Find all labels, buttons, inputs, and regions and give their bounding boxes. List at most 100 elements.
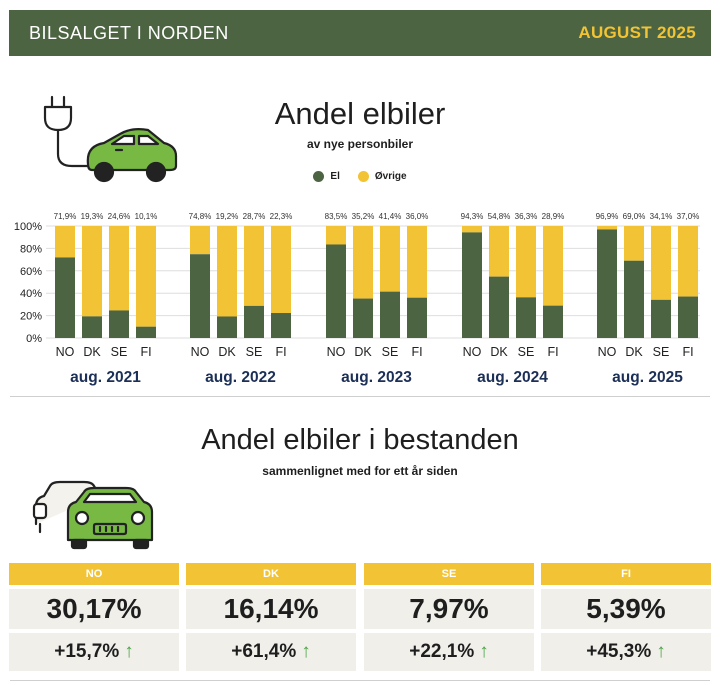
card-change: +61,4% ↑ xyxy=(186,633,356,671)
legend-label-ovrige: Øvrige xyxy=(374,171,407,182)
x-tick-label: NO xyxy=(56,345,75,359)
bar-ovrige xyxy=(380,226,400,292)
data-label: 10,1% xyxy=(135,212,158,221)
x-tick-label: NO xyxy=(327,345,346,359)
bar-ovrige xyxy=(109,226,129,311)
x-tick-label: SE xyxy=(111,345,128,359)
y-tick-label: 20% xyxy=(20,311,42,323)
stock-title: Andel elbiler i bestanden xyxy=(201,424,519,456)
bar-el xyxy=(326,244,346,338)
legend-swatch-ovrige xyxy=(357,171,369,182)
stock-card-no: NO 30,17% +15,7% ↑ xyxy=(9,563,179,671)
card-country-label: DK xyxy=(186,563,356,585)
bar-el xyxy=(353,298,373,338)
bar-el xyxy=(55,257,75,338)
bar-ovrige xyxy=(489,226,509,277)
stock-card-fi: FI 5,39% +45,3% ↑ xyxy=(541,563,711,671)
arrow-up-icon: ↑ xyxy=(301,641,311,662)
bar-el xyxy=(624,260,644,338)
bar-ovrige xyxy=(597,226,617,230)
data-label: 19,3% xyxy=(81,212,104,221)
group-label: aug. 2021 xyxy=(70,369,141,386)
chart-subtitle: av nye personbiler xyxy=(306,137,414,151)
data-label: 34,1% xyxy=(650,212,673,221)
x-tick-label: FI xyxy=(411,345,422,359)
bar-el xyxy=(271,313,291,338)
card-country-label: FI xyxy=(541,563,711,585)
x-tick-label: SE xyxy=(246,345,263,359)
data-label: 24,6% xyxy=(108,212,131,221)
y-tick-label: 0% xyxy=(26,333,42,345)
chart-title: Andel elbiler xyxy=(274,96,446,131)
bar-ovrige xyxy=(516,226,536,298)
header-month: AUGUST 2025 xyxy=(578,23,696,42)
x-tick-label: DK xyxy=(354,345,372,359)
stock-card-dk: DK 16,14% +61,4% ↑ xyxy=(186,563,356,671)
bar-el xyxy=(516,297,536,338)
data-label: 22,3% xyxy=(270,212,293,221)
data-label: 69,0% xyxy=(623,212,646,221)
x-tick-label: DK xyxy=(490,345,508,359)
arrow-up-icon: ↑ xyxy=(656,641,666,662)
data-label: 74,8% xyxy=(189,212,212,221)
group-label: aug. 2024 xyxy=(477,369,548,386)
data-label: 96,9% xyxy=(596,212,619,221)
data-label: 94,3% xyxy=(461,212,484,221)
bottom-divider xyxy=(10,680,710,681)
bar-ovrige xyxy=(624,226,644,261)
data-label: 28,9% xyxy=(542,212,565,221)
group-label: aug. 2025 xyxy=(612,369,683,386)
card-change-value: +45,3% xyxy=(586,641,652,662)
x-tick-label: DK xyxy=(83,345,101,359)
bar-ovrige xyxy=(678,226,698,297)
bar-ovrige xyxy=(136,226,156,327)
card-share-value: 5,39% xyxy=(541,589,711,629)
group-label: aug. 2023 xyxy=(341,369,412,386)
card-share-value: 30,17% xyxy=(9,589,179,629)
bar-el xyxy=(407,297,427,338)
data-label: 28,7% xyxy=(243,212,266,221)
bar-el xyxy=(217,316,237,338)
x-tick-label: SE xyxy=(518,345,535,359)
card-share-value: 16,14% xyxy=(186,589,356,629)
bar-el xyxy=(244,305,264,338)
card-country-label: NO xyxy=(9,563,179,585)
data-label: 36,3% xyxy=(515,212,538,221)
x-tick-label: FI xyxy=(682,345,693,359)
data-label: 83,5% xyxy=(325,212,348,221)
bar-ovrige xyxy=(543,226,563,306)
card-country-label: SE xyxy=(364,563,534,585)
bar-ovrige xyxy=(326,226,346,245)
ev-charger-car-icon xyxy=(43,95,178,183)
data-label: 41,4% xyxy=(379,212,402,221)
section-divider xyxy=(10,396,710,397)
stacked-bar-chart: 0% 20% 40% 60% 80% 100% 71,9% NO 19,3% DK 24,6% SE 1… xyxy=(14,212,700,386)
arrow-up-icon: ↑ xyxy=(124,641,134,662)
bar-ovrige xyxy=(217,226,237,317)
bar-el xyxy=(597,229,617,338)
stock-card-se: SE 7,97% +22,1% ↑ xyxy=(364,563,534,671)
bar-el xyxy=(190,254,210,338)
bar-ovrige xyxy=(271,226,291,314)
x-tick-label: DK xyxy=(218,345,236,359)
x-tick-label: NO xyxy=(191,345,210,359)
two-cars-icon xyxy=(32,480,154,550)
bar-el xyxy=(82,316,102,338)
bar-ovrige xyxy=(462,226,482,233)
bar-ovrige xyxy=(651,226,671,300)
bar-ovrige xyxy=(244,226,264,306)
card-change-value: +22,1% xyxy=(409,641,475,662)
y-tick-label: 40% xyxy=(20,288,42,300)
x-tick-label: FI xyxy=(547,345,558,359)
data-label: 37,0% xyxy=(677,212,700,221)
bar-el xyxy=(678,296,698,338)
bar-el xyxy=(109,310,129,338)
data-label: 35,2% xyxy=(352,212,375,221)
bar-ovrige xyxy=(407,226,427,298)
y-tick-label: 100% xyxy=(14,221,42,233)
bar-el xyxy=(136,326,156,338)
data-label: 54,8% xyxy=(488,212,511,221)
legend-label-el: El xyxy=(330,171,340,182)
card-change: +15,7% ↑ xyxy=(9,633,179,671)
header-brand: BILSALGET I NORDEN xyxy=(29,22,229,43)
